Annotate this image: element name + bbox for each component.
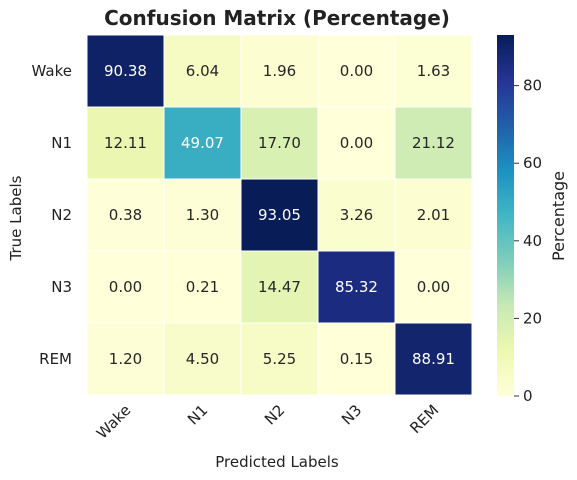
y-axis-label: True Labels: [7, 175, 25, 261]
cell-value-label: 0.21: [186, 278, 219, 296]
cell-value-label: 2.01: [417, 206, 450, 224]
cell-value-label: 0.00: [340, 62, 373, 80]
cell-value-label: 3.26: [340, 206, 373, 224]
chart-title: Confusion Matrix (Percentage): [104, 6, 450, 30]
heatmap-cell: [317, 178, 396, 252]
cell-value-label: 93.05: [258, 206, 301, 224]
heatmap-cell: [240, 34, 319, 108]
cell-value-label: 0.15: [340, 350, 373, 368]
cell-value-label: 14.47: [258, 278, 301, 296]
cell-value-label: 12.11: [104, 134, 147, 152]
y-tick-label: REM: [39, 350, 72, 368]
heatmap-cell: [86, 106, 165, 180]
cell-value-label: 4.50: [186, 350, 219, 368]
y-tick-label: Wake: [32, 62, 72, 80]
heatmap-cell: [163, 178, 242, 252]
heatmap-cell: [86, 34, 165, 108]
cell-value-label: 5.25: [263, 350, 296, 368]
heatmap-cell: [240, 106, 319, 180]
cell-value-label: 88.91: [412, 350, 455, 368]
heatmap-cell: [394, 250, 473, 324]
heatmap-cell: [86, 322, 165, 396]
y-tick-label: N2: [51, 206, 72, 224]
y-tick-label: N1: [51, 134, 72, 152]
heatmap-cell: [240, 178, 319, 252]
colorbar-label: Percentage: [549, 171, 568, 261]
heatmap-cell: [317, 250, 396, 324]
x-tick-label: Wake: [93, 401, 134, 442]
cell-value-label: 6.04: [186, 62, 219, 80]
heatmap-cell: [394, 178, 473, 252]
cell-value-label: 0.00: [340, 134, 373, 152]
heatmap-cell: [163, 250, 242, 324]
colorbar-tick-label: 80: [523, 77, 542, 95]
x-tick-label: N1: [184, 401, 211, 428]
colorbar-tick-label: 40: [523, 232, 542, 250]
cell-value-label: 1.96: [263, 62, 296, 80]
heatmap-cell: [394, 322, 473, 396]
heatmap-cell: [240, 322, 319, 396]
colorbar-tick-label: 20: [523, 309, 542, 327]
x-tick-label: N2: [261, 401, 288, 428]
cell-value-label: 85.32: [335, 278, 378, 296]
cell-value-label: 1.20: [109, 350, 142, 368]
heatmap-cell: [394, 106, 473, 180]
cell-value-label: 0.38: [109, 206, 142, 224]
heatmap-cells: 90.38 6.04 1.96 0.00 1.63 12.11 49.07 17.70 0.00…: [86, 34, 473, 396]
colorbar-tick-label: 0: [523, 387, 533, 405]
heatmap-cell: [317, 34, 396, 108]
heatmap-cell: [394, 34, 473, 108]
y-tick-labels: Wake N1 N2 N3 REM: [32, 62, 72, 368]
cell-value-label: 1.30: [186, 206, 219, 224]
x-tick-label: N3: [338, 401, 365, 428]
colorbar-ticks: 0 20 40 60 80: [514, 77, 542, 405]
cell-value-label: 49.07: [181, 134, 224, 152]
cell-value-label: 21.12: [412, 134, 455, 152]
cell-value-label: 17.70: [258, 134, 301, 152]
x-tick-label: REM: [406, 401, 442, 437]
colorbar: [497, 35, 514, 396]
cell-value-label: 1.63: [417, 62, 450, 80]
x-axis-label: Predicted Labels: [215, 453, 339, 471]
cell-value-label: 0.00: [417, 278, 450, 296]
cell-value-label: 0.00: [109, 278, 142, 296]
heatmap-cell: [163, 34, 242, 108]
y-tick-label: N3: [51, 278, 72, 296]
heatmap-cell: [163, 322, 242, 396]
x-tick-labels: Wake N1 N2 N3 REM: [93, 401, 442, 442]
cell-value-label: 90.38: [104, 62, 147, 80]
heatmap-cell: [86, 250, 165, 324]
colorbar-tick-label: 60: [523, 154, 542, 172]
heatmap-cell: [240, 250, 319, 324]
